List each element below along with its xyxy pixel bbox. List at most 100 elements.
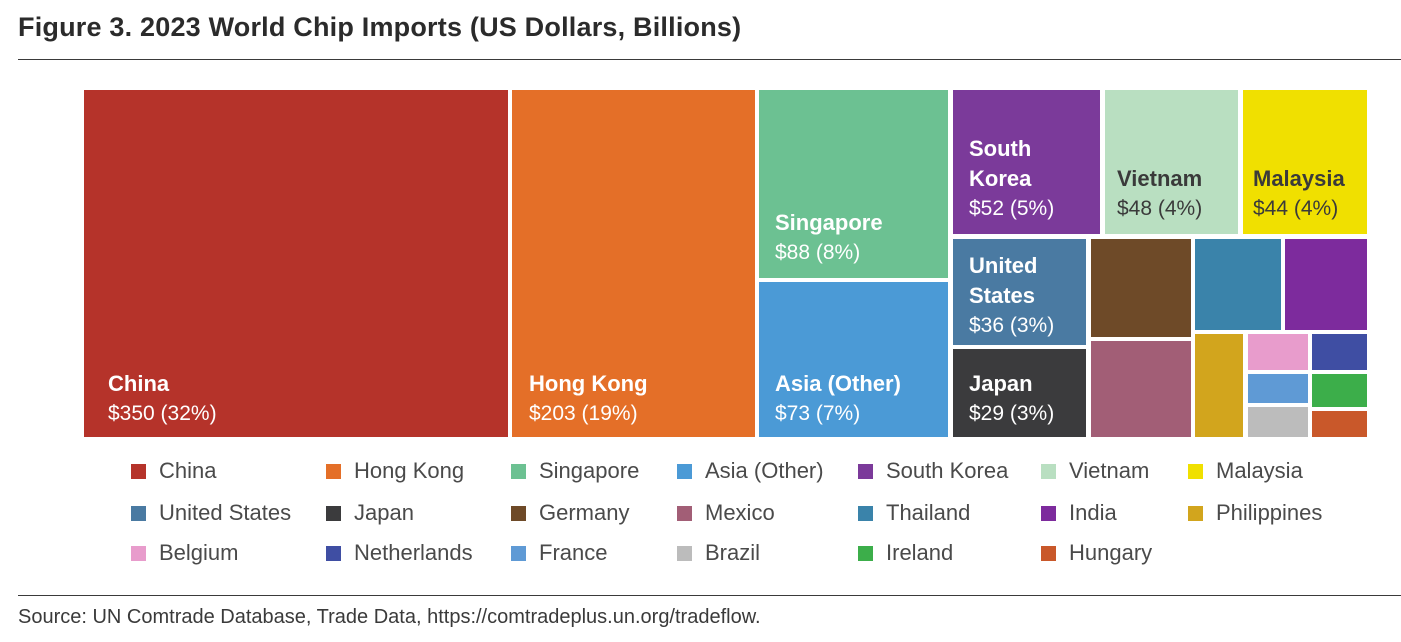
treemap-tile-netherlands <box>1312 334 1367 370</box>
legend-swatch <box>1041 545 1056 561</box>
title-rule <box>18 59 1401 60</box>
tile-name-south-korea: South Korea <box>969 136 1032 191</box>
tile-name-united-states: United States <box>969 253 1038 308</box>
legend-swatch <box>511 505 526 521</box>
tile-name-asia-other: Asia (Other) <box>775 371 901 396</box>
legend-item-philippines: Philippines <box>1188 500 1322 526</box>
legend-label: Japan <box>354 500 414 525</box>
treemap-tile-ireland <box>1312 374 1367 407</box>
legend-label: United States <box>159 500 292 525</box>
treemap-tile-united-states: United States $36 (3%) <box>953 239 1086 345</box>
legend-label: India <box>1069 500 1117 525</box>
treemap-tile-asia-other: Asia (Other) $73 (7%) <box>759 282 948 437</box>
tile-value-malaysia: $44 (4%) <box>1253 197 1339 220</box>
legend-item-united-states: United States <box>131 500 291 526</box>
treemap-tile-hong-kong: Hong Kong $203 (19%) <box>512 90 755 437</box>
legend-item-asia-other: Asia (Other) <box>677 458 824 484</box>
source-note: Source: UN Comtrade Database, Trade Data… <box>18 606 761 628</box>
treemap-tile-mexico <box>1091 341 1191 437</box>
legend-label: Thailand <box>886 500 971 525</box>
legend-label: Philippines <box>1216 500 1323 525</box>
tile-value-south-korea: $52 (5%) <box>969 197 1055 220</box>
tile-name-malaysia: Malaysia <box>1253 166 1345 191</box>
legend-swatch <box>511 545 526 561</box>
legend-item-germany: Germany <box>511 500 629 526</box>
tile-value-asia-other: $73 (7%) <box>775 402 861 425</box>
treemap-tile-vietnam: Vietnam $48 (4%) <box>1105 90 1238 234</box>
tile-name-singapore: Singapore <box>775 210 883 235</box>
legend-swatch <box>511 463 526 479</box>
tile-value-china: $350 (32%) <box>108 402 217 425</box>
legend-item-south-korea: South Korea <box>858 458 1008 484</box>
treemap-tile-singapore: Singapore $88 (8%) <box>759 90 948 278</box>
treemap-tile-thailand <box>1195 239 1281 330</box>
legend-item-ireland: Ireland <box>858 540 953 566</box>
legend-label: Ireland <box>886 540 954 565</box>
legend-label: Brazil <box>705 540 761 565</box>
source-rule <box>18 595 1401 596</box>
legend-swatch <box>858 545 873 561</box>
legend-swatch <box>677 463 692 479</box>
tile-value-hong-kong: $203 (19%) <box>529 402 638 425</box>
treemap-tile-malaysia: Malaysia $44 (4%) <box>1243 90 1367 234</box>
legend-label: China <box>159 458 217 483</box>
legend-swatch <box>1188 463 1203 479</box>
tile-value-japan: $29 (3%) <box>969 402 1055 425</box>
legend-swatch <box>131 463 146 479</box>
legend-item-singapore: Singapore <box>511 458 639 484</box>
tile-label-japan: Japan $29 (3%) <box>953 369 1086 429</box>
tile-label-china: China $350 (32%) <box>84 369 508 429</box>
legend-item-malaysia: Malaysia <box>1188 458 1303 484</box>
tile-value-united-states: $36 (3%) <box>969 314 1055 337</box>
legend-swatch <box>858 505 873 521</box>
legend-item-netherlands: Netherlands <box>326 540 473 566</box>
tile-label-singapore: Singapore $88 (8%) <box>759 208 948 268</box>
treemap-tile-france <box>1248 374 1308 403</box>
treemap-tile-belgium <box>1248 334 1308 370</box>
treemap-chart: China $350 (32%) Hong Kong $203 (19%) Singap… <box>84 90 1367 437</box>
tile-label-malaysia: Malaysia $44 (4%) <box>1243 164 1367 224</box>
legend-item-brazil: Brazil <box>677 540 760 566</box>
figure-title: Figure 3. 2023 World Chip Imports (US Do… <box>18 12 742 42</box>
legend-label: Singapore <box>539 458 640 483</box>
tile-name-vietnam: Vietnam <box>1117 166 1203 191</box>
treemap-tile-india <box>1285 239 1367 330</box>
legend-label: Germany <box>539 500 630 525</box>
tile-label-south-korea: South Korea $52 (5%) <box>953 134 1100 224</box>
legend-item-hungary: Hungary <box>1041 540 1152 566</box>
legend-item-france: France <box>511 540 607 566</box>
treemap-tile-japan: Japan $29 (3%) <box>953 349 1086 437</box>
legend-label: Hong Kong <box>354 458 465 483</box>
legend-item-vietnam: Vietnam <box>1041 458 1149 484</box>
legend-label: France <box>539 540 608 565</box>
legend-swatch <box>131 505 146 521</box>
legend-label: Malaysia <box>1216 458 1303 483</box>
legend-swatch <box>1188 505 1203 521</box>
legend-label: Vietnam <box>1069 458 1150 483</box>
legend-swatch <box>1041 463 1056 479</box>
tile-value-vietnam: $48 (4%) <box>1117 197 1203 220</box>
tile-value-singapore: $88 (8%) <box>775 241 861 264</box>
legend-swatch <box>858 463 873 479</box>
legend-label: Hungary <box>1069 540 1153 565</box>
legend-item-belgium: Belgium <box>131 540 238 566</box>
tile-name-china: China <box>108 371 170 396</box>
legend-item-japan: Japan <box>326 500 414 526</box>
legend-item-hong-kong: Hong Kong <box>326 458 464 484</box>
treemap-tile-china: China $350 (32%) <box>84 90 508 437</box>
tile-name-hong-kong: Hong Kong <box>529 371 648 396</box>
tile-label-hong-kong: Hong Kong $203 (19%) <box>512 369 755 429</box>
legend-swatch <box>326 505 341 521</box>
tile-label-vietnam: Vietnam $48 (4%) <box>1105 164 1238 224</box>
tile-label-united-states: United States $36 (3%) <box>953 251 1086 341</box>
legend-swatch <box>326 545 341 561</box>
treemap-tile-philippines <box>1195 334 1243 437</box>
legend-label: Asia (Other) <box>705 458 824 483</box>
legend-swatch <box>677 545 692 561</box>
legend-label: Netherlands <box>354 540 473 565</box>
legend-swatch <box>677 505 692 521</box>
legend-label: Mexico <box>705 500 775 525</box>
legend-swatch <box>131 545 146 561</box>
treemap-tile-hungary <box>1312 411 1367 437</box>
tile-name-japan: Japan <box>969 371 1033 396</box>
